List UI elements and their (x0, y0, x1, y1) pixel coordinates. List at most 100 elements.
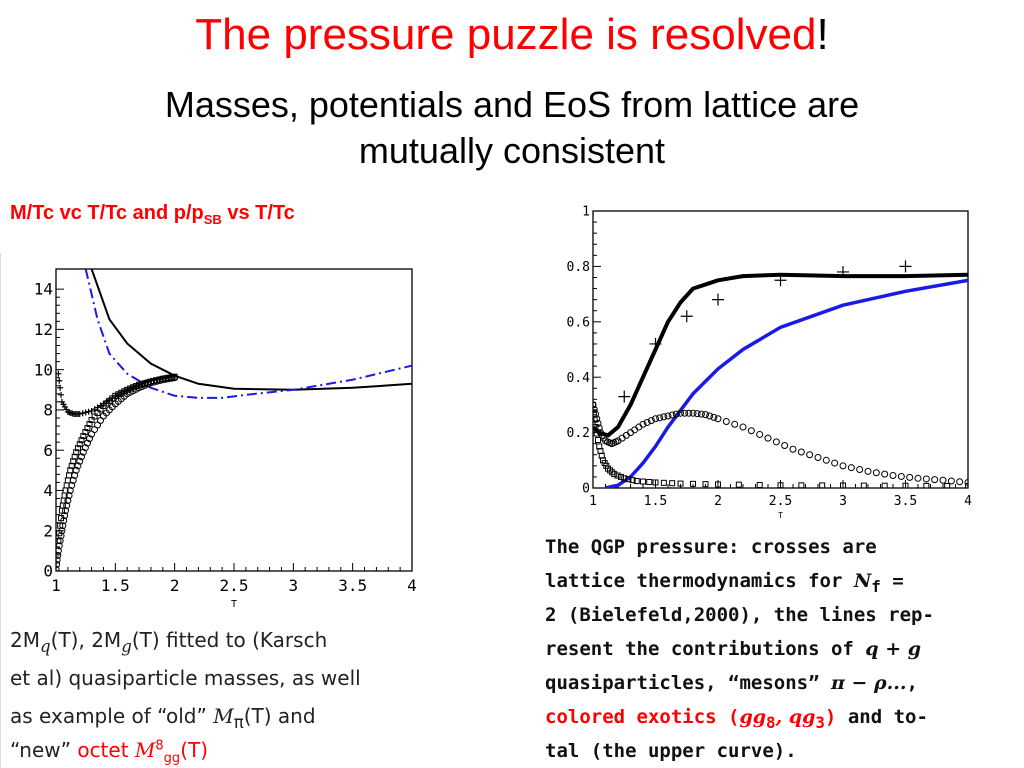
left-circle-point (66, 486, 74, 494)
right-square-point (690, 480, 696, 487)
right-circle-point (677, 409, 684, 417)
right-circle-point (772, 438, 780, 446)
left-circle-point (56, 537, 64, 545)
right-square-point (798, 482, 805, 488)
left-circle-point (68, 481, 76, 489)
right-caption-line-7: tal (the upper curve). (545, 740, 797, 762)
right-x-tick-label: 2 (714, 494, 722, 509)
right-cross-point (774, 274, 787, 287)
right-square-point (593, 416, 598, 423)
right-circle-point (706, 412, 714, 420)
right-series-blue-line (605, 278, 968, 488)
left-circle-point (60, 517, 68, 525)
left-square-point (66, 472, 73, 479)
left-y-tick-label: 12 (34, 320, 53, 339)
left-caption-line-2: et al) quasiparticle masses, as well (10, 666, 361, 690)
right-y-tick-label: 0.2 (567, 426, 590, 441)
right-y-tick-label: 1 (582, 205, 590, 220)
right-square-point (677, 480, 684, 487)
left-x-tick-label: 4 (407, 576, 417, 595)
left-y-tick-label: 0 (43, 562, 53, 581)
slide-subtitle: Masses, potentials and EoS from lattice … (0, 82, 1024, 174)
slide-title-red: The pressure puzzle is resolved (195, 10, 817, 59)
left-circle-point (56, 547, 62, 555)
left-plot-frame (55, 268, 413, 572)
right-square-point (715, 481, 721, 488)
right-circle-point (639, 420, 647, 428)
right-x-axis-label: T (778, 511, 783, 520)
right-circle-point (822, 456, 830, 464)
right-circle-point (797, 448, 805, 456)
right-series-total-line (593, 272, 968, 438)
right-square-point (881, 482, 888, 488)
left-circle-point (61, 507, 69, 515)
right-square-point (633, 478, 640, 485)
right-circle-point (806, 451, 814, 459)
right-circle-point (897, 472, 905, 480)
right-circle-point (722, 418, 730, 426)
right-circle-point (931, 476, 939, 484)
left-x-tick-label: 1 (51, 576, 61, 595)
left-label-sub: SB (203, 212, 222, 227)
left-circle-point (74, 462, 82, 470)
right-circle-point (914, 474, 922, 482)
right-circle-point (710, 413, 718, 421)
left-y-tick-label: 10 (34, 360, 53, 379)
left-circle-point (56, 556, 61, 564)
right-y-tick-label: 0.6 (567, 315, 590, 330)
right-circle-point (652, 415, 659, 423)
right-cross-point (680, 310, 693, 323)
left-circle-point (59, 522, 67, 530)
left-circle-point (83, 439, 91, 447)
right-circle-point (672, 410, 680, 418)
right-square-point (593, 401, 596, 408)
left-circle-point (78, 453, 86, 461)
right-cross-point (899, 260, 912, 273)
left-cross-point (76, 410, 83, 417)
left-circle-point (168, 374, 176, 382)
right-square-point (593, 430, 600, 437)
left-y-tick-label: 4 (43, 481, 53, 500)
right-cross-point (618, 390, 631, 403)
left-y-tick-label: 8 (43, 401, 53, 420)
left-circle-point (56, 560, 61, 568)
right-circle-point (789, 445, 797, 453)
right-caption-line-3: 2 (Bielefeld,2000), the lines rep- (545, 604, 934, 626)
left-cross-point (85, 408, 92, 415)
right-circle-point (781, 442, 789, 450)
left-figure-label: M/Tc vc T/Tc and p/pSB vs T/Tc (10, 202, 295, 227)
left-caption-line-1: 2Mq(T), 2Mg(T) fitted to (Karsch (10, 628, 328, 656)
right-x-tick-label: 1.5 (644, 494, 667, 509)
left-cross-point (79, 410, 86, 417)
right-circle-point (872, 469, 880, 477)
right-square-point (625, 476, 632, 483)
right-square-point (652, 479, 659, 486)
left-cross-point (82, 409, 89, 416)
left-cross-point (57, 384, 64, 391)
right-circle-point (689, 409, 697, 417)
right-circle-point (693, 410, 701, 418)
right-x-tick-label: 3 (839, 494, 847, 509)
left-label-part-a: M/Tc vc T/Tc and p/p (10, 202, 204, 224)
right-caption-line-1: The QGP pressure: crosses are (545, 536, 877, 558)
left-caption-line-4: “new” octet M8gg(T) (10, 738, 209, 766)
right-circle-point (747, 427, 755, 435)
left-circle-point (171, 374, 179, 382)
right-circle-point (864, 467, 872, 475)
right-plot-area (593, 260, 968, 488)
right-square-point (660, 479, 667, 486)
right-caption-line-6: colored exotics (gg8, qg3) and to- (545, 706, 928, 732)
right-circle-point (881, 470, 889, 478)
right-circle-point (756, 430, 764, 438)
left-circle-point (69, 476, 77, 484)
right-square-point (840, 482, 846, 488)
right-x-tick-label: 1 (589, 494, 597, 509)
right-square-point (669, 480, 676, 487)
right-circle-point (664, 412, 672, 420)
right-circle-point (889, 472, 897, 480)
right-circle-point (685, 409, 693, 417)
right-circle-point (906, 473, 914, 481)
left-y-tick-label: 14 (34, 280, 53, 299)
left-x-axis-label: T (231, 599, 237, 610)
right-circle-point (593, 406, 598, 414)
